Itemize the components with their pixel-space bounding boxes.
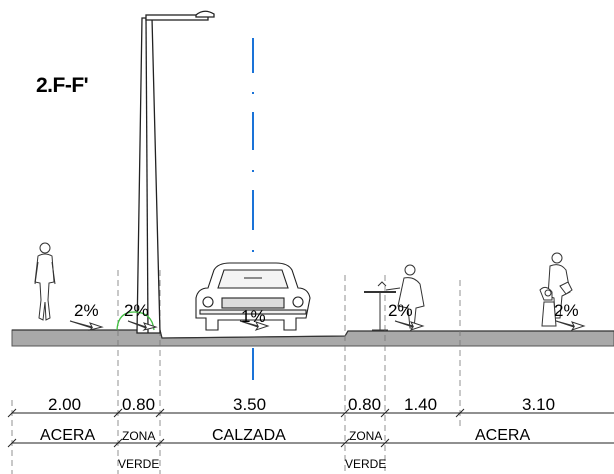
zone-tick [380,438,390,448]
zone-label-acera-right: ACERA [475,427,530,444]
slope-arrow [555,320,586,331]
slope-arrow [394,320,425,331]
section-title: 2.F-F' [36,74,89,97]
zone-tick [340,438,350,448]
boundary-dashed-lines [11,270,461,474]
zone-label-zona-right: ZONA [349,429,382,443]
slope-label-calzada: 1% [241,307,266,326]
zone-tick [7,438,17,448]
car-headlight [292,296,304,308]
zone-label-verde-left: VERDE [118,457,159,471]
slope-arrows [69,320,586,331]
dimension-acera-left: 2.00 [48,395,81,414]
dimension-acera-right: 3.10 [522,395,555,414]
ground-surface-line [12,329,614,339]
zone-tick [113,438,123,448]
dimension-tick [113,408,123,418]
slope-arrow [127,320,158,331]
pedestrian-figure [34,242,56,321]
green-zone-arc [116,311,155,331]
lamp-head [195,10,215,18]
dimension-tick [155,408,165,418]
zone-line [7,438,614,448]
dimension-line [7,408,614,418]
dimension-zona-left: 0.80 [122,395,155,414]
ground-band [11,329,614,347]
slope-label-acera-left: 2% [74,301,99,320]
dimension-aparcamiento: 1.40 [404,395,437,414]
zone-label-acera-left: ACERA [40,427,95,444]
zone-label-calzada: CALZADA [212,427,286,444]
dimension-tick [380,408,390,418]
car-grille [221,297,285,309]
dimension-zona-right: 0.80 [348,395,381,414]
slope-arrow [239,320,270,331]
slope-label-acera-right: 2% [554,301,579,320]
slope-label-zona-left: 2% [124,301,149,320]
seated-figure [364,264,425,331]
slope-arrow [69,320,104,331]
zone-label-verde-right: VERDE [345,457,386,471]
people-figure [539,252,573,327]
zone-label-zona-left: ZONA [122,429,155,443]
dimension-calzada: 3.50 [233,395,266,414]
dimension-tick [340,408,350,418]
car-figure [195,262,311,331]
lamp-pole [136,17,161,334]
slope-label-zona-right: 2% [388,301,413,320]
dimension-tick [7,408,17,418]
car-windshield [217,269,289,289]
zone-tick [155,438,165,448]
dimension-tick [455,408,465,418]
car-headlight [202,296,214,308]
street-lamp [136,10,215,334]
